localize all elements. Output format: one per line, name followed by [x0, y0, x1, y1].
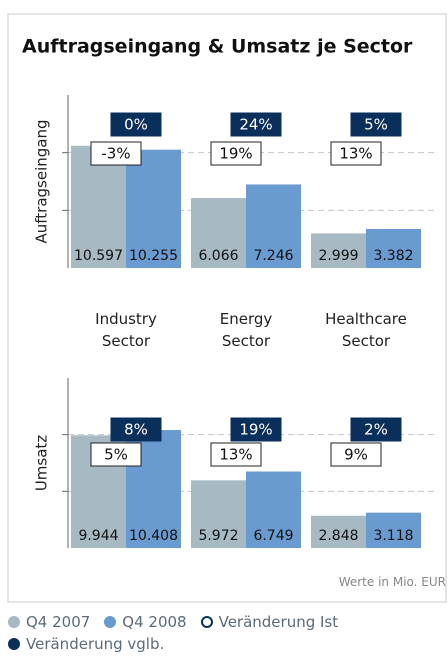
change-box: [110, 417, 162, 442]
change-label: 19%: [239, 421, 272, 439]
value-label: 2.848: [318, 528, 358, 544]
bar: [71, 145, 126, 268]
bar: [191, 480, 246, 548]
change-box: [90, 442, 142, 467]
value-label: 5.972: [198, 528, 238, 544]
change-box: [90, 141, 142, 166]
bar: [366, 228, 421, 268]
change-box: [330, 141, 382, 166]
bar: [246, 471, 301, 548]
value-label: 10.597: [74, 248, 123, 264]
legend-label: Veränderung vglb.: [26, 635, 165, 653]
legend: Q4 2007 Q4 2008 Veränderung Ist Veränderung…: [8, 611, 446, 655]
value-label: 2.999: [318, 248, 358, 264]
bar: [246, 184, 301, 268]
legend-marker: [200, 616, 213, 628]
legend-marker: [8, 616, 20, 628]
y-axis-label: Umsatz: [33, 435, 51, 491]
change-label: 19%: [219, 145, 252, 163]
bar: [126, 149, 181, 268]
bar: [366, 512, 421, 548]
legend-marker: [8, 638, 20, 650]
legend-label: Q4 2008: [122, 613, 187, 631]
value-label: 10.408: [129, 528, 178, 544]
change-label: 5%: [104, 446, 128, 464]
y-axis-label: Auftragseingang: [33, 119, 51, 243]
value-label: 6.066: [198, 248, 238, 264]
frame: [7, 13, 447, 603]
change-box: [210, 141, 262, 166]
legend-item: Q4 2007: [8, 611, 90, 633]
value-label: 3.118: [373, 528, 413, 544]
chart-title: Auftragseingang & Umsatz je Sector: [22, 36, 413, 58]
bar: [311, 515, 366, 548]
change-label: 8%: [124, 421, 148, 439]
change-label: 5%: [364, 116, 388, 134]
legend-item: Veränderung Ist: [200, 611, 339, 633]
change-box: [230, 112, 282, 137]
value-label: 7.246: [253, 248, 293, 264]
x-tick-label: Healthcare Sector: [325, 310, 407, 350]
change-label: -3%: [101, 145, 130, 163]
note: Werte in Mio. EUR: [338, 575, 446, 589]
change-label: 13%: [219, 446, 252, 464]
change-box: [330, 442, 382, 467]
legend-marker: [104, 616, 117, 628]
value-label: 9.944: [78, 528, 118, 544]
value-label: 10.255: [129, 248, 178, 264]
legend-item: Veränderung vglb.: [8, 633, 164, 655]
x-tick-label: Energy Sector: [219, 310, 273, 350]
change-label: 9%: [344, 446, 368, 464]
change-box: [230, 417, 282, 442]
change-label: 13%: [339, 145, 372, 163]
value-label: 3.382: [373, 248, 413, 264]
legend-label: Q4 2007: [26, 613, 91, 631]
change-label: 24%: [239, 116, 272, 134]
change-box: [110, 112, 162, 137]
value-label: 6.749: [253, 528, 293, 544]
legend-label: Veränderung Ist: [218, 613, 339, 631]
x-tick-label: Industry Sector: [95, 310, 157, 350]
change-label: 2%: [364, 421, 388, 439]
bar: [311, 233, 366, 268]
bar: [191, 198, 246, 268]
legend-item: Q4 2008: [104, 611, 187, 633]
change-box: [350, 417, 402, 442]
change-box: [210, 442, 262, 467]
change-box: [350, 112, 402, 137]
change-label: 0%: [124, 116, 148, 134]
